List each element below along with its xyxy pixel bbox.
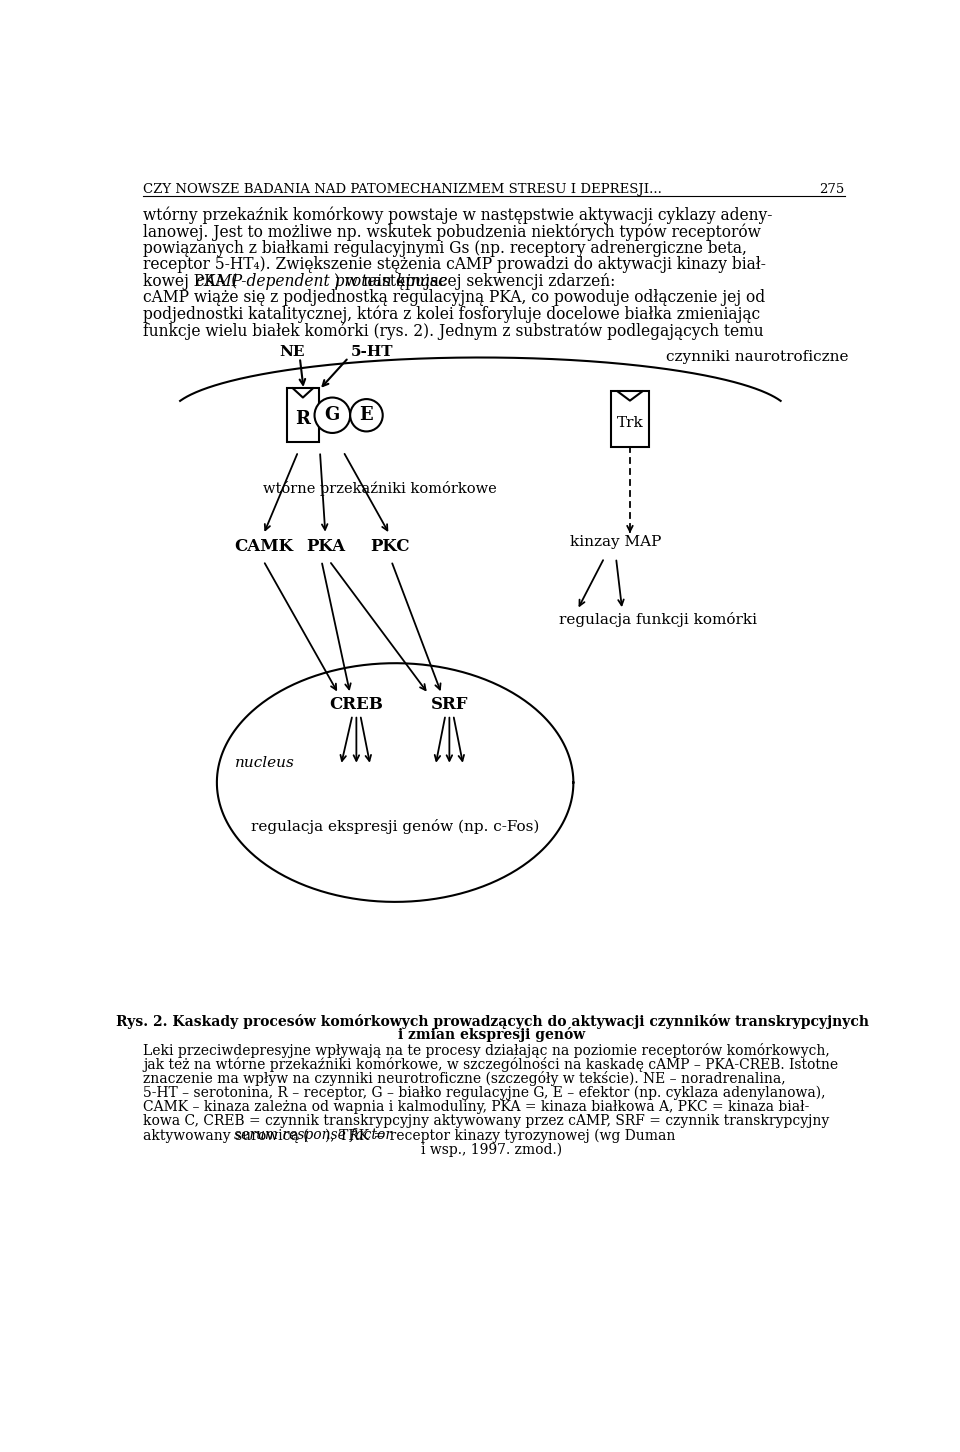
Text: nucleus: nucleus: [234, 755, 295, 770]
Text: i zmian ekspresji genów: i zmian ekspresji genów: [398, 1027, 586, 1041]
Circle shape: [350, 399, 383, 431]
Text: PKA: PKA: [306, 537, 345, 555]
Text: receptor 5-HT₄). Zwiększenie stężenia cAMP prowadzi do aktywacji kinazy biał-: receptor 5-HT₄). Zwiększenie stężenia cA…: [143, 256, 766, 273]
Text: podjednostki katalitycznej, która z kolei fosforyluje docelowe białka zmieniając: podjednostki katalitycznej, która z kole…: [143, 306, 760, 324]
Text: Rys. 2. Kaskady procesów komórkowych prowadzących do aktywacji czynników transkr: Rys. 2. Kaskady procesów komórkowych pro…: [115, 1013, 869, 1028]
Bar: [612, 392, 649, 447]
Text: kinzay MAP: kinzay MAP: [569, 534, 660, 549]
Text: regulacja funkcji komórki: regulacja funkcji komórki: [560, 611, 757, 627]
Text: R: R: [296, 409, 310, 428]
Text: wtórne przekaźniki komórkowe: wtórne przekaźniki komórkowe: [263, 481, 497, 495]
Text: kowa C, CREB = czynnik transkrypcyjny aktywowany przez cAMP, SRF = czynnik trans: kowa C, CREB = czynnik transkrypcyjny ak…: [143, 1114, 829, 1128]
Text: CREB: CREB: [329, 697, 383, 713]
Text: CAMK: CAMK: [234, 537, 293, 555]
Text: ) w następujacej sekwencji zdarzeń:: ) w następujacej sekwencji zdarzeń:: [334, 273, 615, 290]
Text: ), TRK = receptor kinazy tyrozynowej (wg Duman: ), TRK = receptor kinazy tyrozynowej (wg…: [324, 1128, 675, 1143]
Circle shape: [315, 398, 350, 433]
Text: znaczenie ma wpływ na czynniki neurotroficzne (szczegóły w tekście). NE – noradr: znaczenie ma wpływ na czynniki neurotrof…: [143, 1072, 786, 1086]
Text: wtórny przekaźnik komórkowy powstaje w następstwie aktywacji cyklazy adeny-: wtórny przekaźnik komórkowy powstaje w n…: [143, 206, 773, 224]
Text: SRF: SRF: [431, 697, 468, 713]
Text: kowej PKA (: kowej PKA (: [143, 273, 237, 290]
Text: 275: 275: [820, 183, 845, 196]
Text: cAMP-dependent protein kinase: cAMP-dependent protein kinase: [196, 273, 447, 290]
Text: czynniki naurotroficzne: czynniki naurotroficzne: [666, 350, 849, 364]
Text: funkcje wielu białek komórki (rys. 2). Jednym z substratów podlegających temu: funkcje wielu białek komórki (rys. 2). J…: [143, 322, 764, 340]
Text: lanowej. Jest to możliwe np. wskutek pobudzenia niektórych typów receptorów: lanowej. Jest to możliwe np. wskutek pob…: [143, 224, 761, 241]
Text: G: G: [324, 407, 340, 424]
Text: i wsp., 1997. zmod.): i wsp., 1997. zmod.): [421, 1143, 563, 1157]
Text: CAMK – kinaza zależna od wapnia i kalmoduliny, PKA = kinaza białkowa A, PKC = ki: CAMK – kinaza zależna od wapnia i kalmod…: [143, 1099, 809, 1114]
Bar: [287, 388, 319, 443]
Text: serum response factor: serum response factor: [234, 1128, 392, 1143]
Text: NE: NE: [279, 346, 305, 359]
Text: cAMP wiąże się z podjednostką regulacyjną PKA, co powoduje odłączenie jej od: cAMP wiąże się z podjednostką regulacyjn…: [143, 289, 765, 306]
Text: 5-HT – serotonina, R – receptor, G – białko regulacyjne G, E – efektor (np. cykl: 5-HT – serotonina, R – receptor, G – bia…: [143, 1086, 826, 1101]
Text: Trk: Trk: [616, 415, 643, 430]
Text: regulacja ekspresji genów (np. c-Fos): regulacja ekspresji genów (np. c-Fos): [251, 819, 540, 835]
Text: aktywowany surowicą (: aktywowany surowicą (: [143, 1128, 309, 1143]
Text: powiązanych z białkami regulacyjnymi Gs (np. receptory adrenergiczne beta,: powiązanych z białkami regulacyjnymi Gs …: [143, 240, 747, 257]
Text: E: E: [360, 407, 373, 424]
Text: PKC: PKC: [370, 537, 410, 555]
Text: CZY NOWSZE BADANIA NAD PATOMECHANIZMEM STRESU I DEPRESJI...: CZY NOWSZE BADANIA NAD PATOMECHANIZMEM S…: [143, 183, 662, 196]
Text: 5-HT: 5-HT: [351, 346, 394, 359]
Text: Leki przeciwdepresyjne wpływają na te procesy działając na poziomie receptorów k: Leki przeciwdepresyjne wpływają na te pr…: [143, 1043, 830, 1059]
Text: jak też na wtórne przekaźniki komórkowe, w szczególności na kaskadę cAMP – PKA-C: jak też na wtórne przekaźniki komórkowe,…: [143, 1057, 838, 1072]
